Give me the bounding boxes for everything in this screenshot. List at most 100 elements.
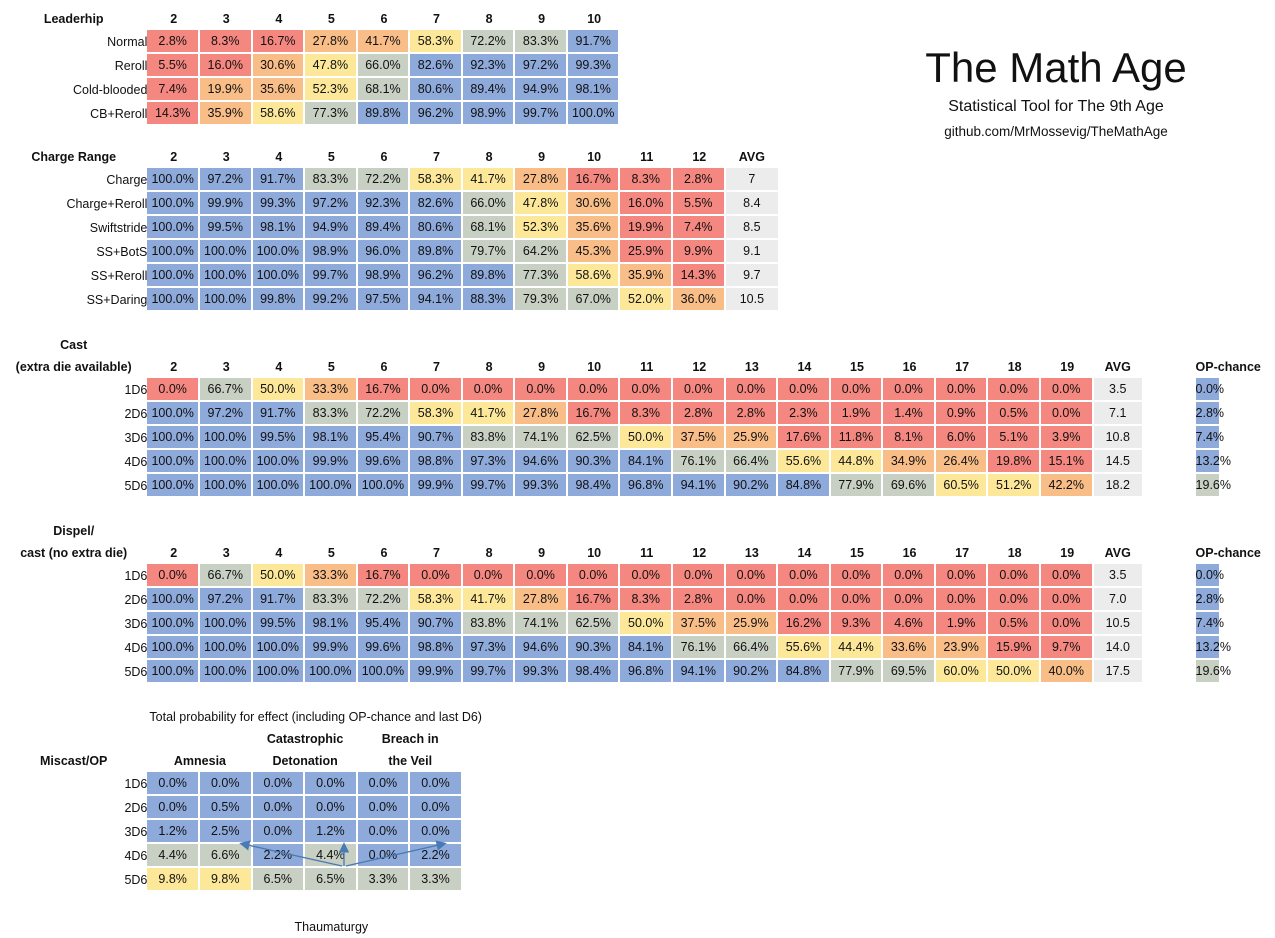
value-cell: 100.0%	[305, 660, 358, 684]
value-cell: 94.1%	[673, 474, 726, 498]
leadership-header-row: Leaderhip 2 3 4 5 6 7 8 9 10	[0, 8, 1275, 30]
value-cell: 99.9%	[199, 192, 253, 216]
value-cell: 0.0%	[252, 820, 306, 844]
value-cell: 90.7%	[410, 426, 463, 450]
miscast-row: 5D6 9.8% 9.8% 6.5% 6.5% 3.3% 3.3%	[0, 868, 1275, 892]
value-cell: 0.0%	[410, 772, 463, 796]
value-cell: 100.0%	[147, 264, 200, 288]
avg-cell: 8.5	[725, 216, 779, 240]
value-cell: 91.7%	[567, 30, 621, 54]
value-cell: 66.0%	[357, 54, 411, 78]
miscast-caption: Total probability for effect (including …	[149, 710, 482, 724]
avg-header: AVG	[1104, 360, 1131, 374]
value-cell: 0.0%	[410, 796, 463, 820]
value-cell: 44.8%	[830, 450, 884, 474]
value-cell: 0.0%	[462, 378, 516, 402]
value-cell: 25.9%	[725, 612, 779, 636]
charge-row: SS+Reroll 100.0% 100.0% 100.0% 99.7% 98.9% 96.…	[0, 264, 1275, 288]
value-cell: 94.1%	[410, 288, 463, 312]
avg-cell: 8.4	[725, 192, 779, 216]
charge-col-header: 8	[485, 150, 493, 164]
value-cell: 100.0%	[199, 474, 253, 498]
leadership-col-header: 5	[327, 12, 335, 26]
value-cell: 96.2%	[410, 102, 463, 126]
value-cell: 0.0%	[620, 564, 674, 588]
miscast-group-row-1: Catastrophic Breach in	[0, 728, 1275, 750]
leadership-row: Cold-blooded 7.4% 19.9% 35.6% 52.3% 68.1% 80.6…	[0, 78, 1275, 102]
value-cell: 100.0%	[252, 450, 306, 474]
value-cell: 33.3%	[305, 564, 358, 588]
value-cell: 0.0%	[935, 378, 989, 402]
value-cell: 40.0%	[1040, 660, 1094, 684]
value-cell: 89.4%	[462, 78, 516, 102]
value-cell: 100.0%	[147, 474, 200, 498]
row-label: 3D6	[124, 431, 148, 445]
value-cell: 76.1%	[673, 450, 726, 474]
value-cell: 0.0%	[357, 844, 411, 868]
value-cell: 9.8%	[147, 868, 200, 892]
value-cell: 97.3%	[462, 450, 516, 474]
charge-col-header: 6	[380, 150, 388, 164]
value-cell: 8.3%	[199, 30, 253, 54]
value-cell: 16.7%	[567, 402, 621, 426]
avg-cell: 10.5	[1093, 612, 1142, 636]
value-cell: 68.1%	[357, 78, 411, 102]
value-cell: 97.2%	[199, 588, 253, 612]
miscast-group-heading-2: the Veil	[388, 754, 433, 768]
value-cell: 50.0%	[252, 564, 306, 588]
value-cell: 97.5%	[357, 288, 411, 312]
value-cell: 16.7%	[357, 564, 411, 588]
value-cell: 37.5%	[673, 426, 726, 450]
value-cell: 98.1%	[252, 216, 306, 240]
op-chance-cell: 0.0%	[1195, 378, 1224, 402]
value-cell: 6.5%	[305, 868, 358, 892]
charge-col-header: 9	[538, 150, 546, 164]
annotation-row: Thaumaturgy	[0, 892, 1275, 938]
value-cell: 96.2%	[410, 264, 463, 288]
leadership-col-header: 7	[433, 12, 440, 26]
leadership-heading: Leaderhip	[43, 12, 104, 26]
value-cell: 16.7%	[567, 588, 621, 612]
value-cell: 0.0%	[567, 564, 621, 588]
value-cell: 64.2%	[515, 240, 568, 264]
value-cell: 100.0%	[147, 450, 200, 474]
charge-row: SS+Daring 100.0% 100.0% 99.8% 99.2% 97.5% 94.1…	[0, 288, 1275, 312]
avg-header: AVG	[1104, 546, 1131, 560]
value-cell: 15.1%	[1040, 450, 1094, 474]
cast-row: 5D6 100.0% 100.0% 100.0% 100.0% 100.0% 99.9% 99…	[0, 474, 1275, 498]
avg-header: AVG	[738, 150, 765, 164]
value-cell: 0.0%	[1040, 564, 1094, 588]
miscast-group-heading-2: Amnesia	[173, 754, 226, 768]
value-cell: 72.2%	[357, 402, 411, 426]
cast-row: 4D6 100.0% 100.0% 100.0% 99.9% 99.6% 98.8% 97.3…	[0, 450, 1275, 474]
value-cell: 97.2%	[515, 54, 568, 78]
value-cell: 47.8%	[515, 192, 568, 216]
cast-header-row: (extra die available) 2 3 4 5 6 7 8 9 10 11 12 13 14 1…	[0, 356, 1275, 378]
value-cell: 3.3%	[357, 868, 411, 892]
dispel-col-header: 6	[380, 546, 388, 560]
charge-col-header: 2	[170, 150, 178, 164]
dispel-title-row: Dispel/	[0, 520, 1275, 542]
value-cell: 0.0%	[1040, 402, 1094, 426]
value-cell: 58.6%	[252, 102, 306, 126]
row-label: 2D6	[124, 593, 148, 607]
value-cell: 58.3%	[410, 402, 463, 426]
leadership-row: Normal 2.8% 8.3% 16.7% 27.8% 41.7% 58.3% 72.2% 8…	[0, 30, 1275, 54]
leadership-col-header: 3	[222, 12, 230, 26]
cast-col-header: 3	[222, 360, 230, 374]
value-cell: 0.0%	[357, 820, 411, 844]
value-cell: 55.6%	[778, 636, 831, 660]
value-cell: 16.7%	[252, 30, 306, 54]
repo-link[interactable]: github.com/MrMossevig/TheMathAge	[944, 124, 1168, 139]
title-block: The Math Age Statistical Tool for The 9t…	[900, 42, 1212, 139]
value-cell: 0.0%	[830, 564, 884, 588]
op-chance-cell: 7.4%	[1195, 612, 1224, 636]
value-cell: 66.4%	[725, 636, 779, 660]
dispel-col-header: 13	[744, 546, 759, 560]
value-cell: 89.4%	[357, 216, 411, 240]
value-cell: 27.8%	[305, 30, 358, 54]
value-cell: 99.5%	[199, 216, 253, 240]
value-cell: 0.0%	[988, 564, 1041, 588]
dispel-col-header: 8	[485, 546, 493, 560]
value-cell: 0.0%	[830, 588, 884, 612]
